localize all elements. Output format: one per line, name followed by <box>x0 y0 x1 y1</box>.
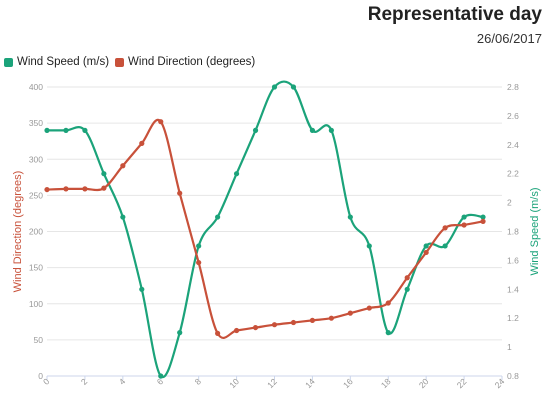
x-tick-label: 20 <box>417 376 431 390</box>
data-point-direction <box>347 310 353 316</box>
x-tick-label: 14 <box>303 376 317 390</box>
chart-date: 26/06/2017 <box>476 31 542 46</box>
data-point-speed <box>480 214 486 220</box>
y-left-tick-label: 350 <box>29 118 43 128</box>
data-point-speed <box>215 214 221 220</box>
data-point-speed <box>347 214 353 220</box>
data-point-direction <box>271 322 278 328</box>
data-point-speed <box>366 243 372 249</box>
x-tick-label: 8 <box>193 376 204 387</box>
data-point-speed <box>233 171 240 177</box>
y-right-tick-label: 2 <box>507 198 512 208</box>
y-right-tick-label: 2.2 <box>507 169 519 179</box>
y-left-axis-title: Wind Direction (degrees) <box>12 171 24 293</box>
y-left-tick-label: 300 <box>29 154 43 164</box>
x-tick-label: 0 <box>41 376 52 387</box>
data-point-direction <box>139 140 145 146</box>
data-point-direction <box>215 330 221 336</box>
data-point-direction <box>177 190 183 196</box>
data-point-speed <box>44 127 50 133</box>
x-tick-label: 16 <box>341 376 355 390</box>
data-point-speed <box>404 286 410 292</box>
y-right-tick-label: 1.8 <box>507 227 519 237</box>
data-point-speed <box>196 243 202 249</box>
legend: Wind Speed (m/s) Wind Direction (degrees… <box>4 56 261 68</box>
data-point-speed <box>290 84 297 90</box>
data-point-direction <box>328 315 334 321</box>
data-point-direction <box>158 119 164 125</box>
x-tick-label: 6 <box>155 376 166 387</box>
data-point-speed <box>442 243 448 249</box>
data-point-direction <box>480 218 486 224</box>
data-point-speed <box>139 286 145 292</box>
data-point-direction <box>461 222 467 228</box>
data-point-speed <box>252 127 259 133</box>
data-point-direction <box>44 186 50 193</box>
data-point-direction <box>233 327 240 334</box>
data-point-direction <box>309 317 316 323</box>
x-tick-label: 2 <box>79 376 90 387</box>
y-right-tick-label: 0.8 <box>507 371 519 381</box>
data-point-speed <box>271 84 278 90</box>
x-tick-label: 18 <box>379 376 393 390</box>
data-point-speed <box>82 127 88 133</box>
data-point-direction <box>196 259 202 266</box>
y-right-axis-title: Wind Speed (m/s) <box>529 187 541 275</box>
data-point-speed <box>309 127 316 133</box>
data-point-direction <box>82 186 88 192</box>
y-left-tick-label: 250 <box>29 190 43 200</box>
data-point-direction <box>120 163 126 169</box>
y-left-tick-label: 0 <box>38 371 43 381</box>
data-point-direction <box>442 225 448 231</box>
legend-swatch-direction <box>115 57 125 67</box>
y-right-tick-label: 2.6 <box>507 111 519 121</box>
y-right-tick-label: 1.2 <box>507 313 519 323</box>
y-right-tick-label: 1.4 <box>507 284 519 294</box>
y-right-tick-label: 1.6 <box>507 255 519 265</box>
data-point-direction <box>63 186 69 192</box>
y-left-tick-label: 50 <box>34 335 44 345</box>
legend-label-direction: Wind Direction (degrees) <box>128 56 256 68</box>
series-line-direction <box>46 118 484 339</box>
data-point-speed <box>120 214 126 220</box>
y-right-tick-label: 2.8 <box>507 82 519 92</box>
data-point-speed <box>158 373 164 379</box>
x-tick-label: 10 <box>227 376 241 390</box>
legend-label-speed: Wind Speed (m/s) <box>17 56 110 68</box>
legend-item-speed[interactable]: Wind Speed (m/s) <box>4 56 109 68</box>
data-point-direction <box>290 319 297 326</box>
data-point-direction <box>385 300 391 306</box>
y-left-tick-label: 100 <box>29 299 43 309</box>
data-point-speed <box>177 330 183 336</box>
x-tick-label: 12 <box>265 376 279 390</box>
data-point-direction <box>252 324 259 331</box>
legend-item-direction[interactable]: Wind Direction (degrees) <box>115 56 255 68</box>
y-left-tick-label: 200 <box>29 227 43 237</box>
data-point-speed <box>328 127 334 133</box>
data-point-speed <box>385 330 391 336</box>
legend-swatch-speed <box>4 57 13 67</box>
data-point-speed <box>461 214 467 220</box>
y-right-tick-label: 1 <box>507 342 512 352</box>
x-tick-label: 24 <box>493 376 507 390</box>
chart-title: Representative day <box>367 4 542 25</box>
data-point-speed <box>101 171 107 177</box>
data-point-direction <box>101 185 107 191</box>
data-point-direction <box>404 275 410 281</box>
data-point-speed <box>63 127 69 133</box>
series-line-speed <box>46 80 484 379</box>
x-tick-label: 4 <box>117 376 128 387</box>
data-point-speed <box>423 243 429 249</box>
data-point-direction <box>366 305 372 311</box>
data-point-direction <box>423 249 429 256</box>
y-left-tick-label: 400 <box>29 82 43 92</box>
x-tick-label: 22 <box>455 376 469 390</box>
y-left-tick-label: 150 <box>29 263 43 273</box>
y-right-tick-label: 2.4 <box>507 140 519 150</box>
